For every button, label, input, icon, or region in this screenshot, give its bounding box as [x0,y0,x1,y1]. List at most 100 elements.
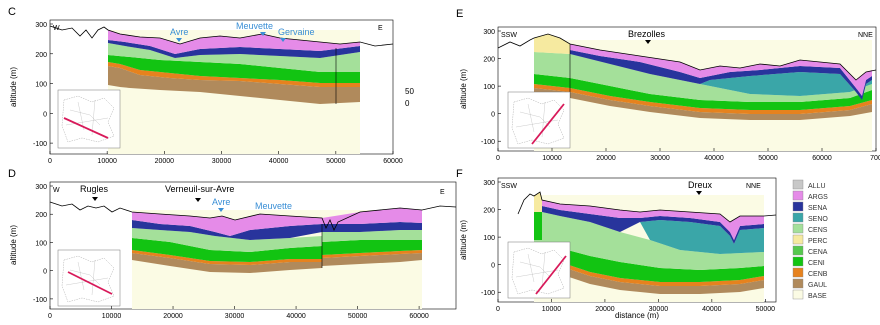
y-axis-label: altitude (m) [459,69,468,109]
river-label: Avre [212,197,230,207]
legend-swatch [792,201,804,212]
direction-right: NNE [746,183,761,190]
location-inset [57,89,121,149]
layer-sena [542,206,764,244]
river-markers: Avre Meuvette Gervaine [170,21,315,42]
inset-outline [61,95,115,143]
layer-sena [108,40,360,58]
axes-c: 300 200 100 0 -100 0 10000 20000 30000 40000 50000… [33,22,403,165]
layer-cens [132,228,422,252]
river-label: Gervaine [278,27,315,37]
section-layers [132,208,422,309]
town-triangle [696,191,702,195]
x-tick-label: 30000 [650,155,670,162]
legend-swatch [792,179,804,190]
y-tick-label: 100 [483,84,495,91]
x-tick-label: 40000 [704,155,724,162]
town-label: Brezolles [628,29,666,39]
inset-rivers [515,251,559,288]
topographic-profile [49,201,457,231]
y-tick-label: 300 [35,184,47,191]
y-tick-label: -100 [481,139,495,146]
x-tick-label: 20000 [163,313,183,320]
section-trace [535,255,567,295]
inset-map [507,91,571,149]
y-tick-label: 200 [35,52,47,59]
y-tick-label: 300 [483,29,495,36]
river-triangle [280,38,286,42]
x-tick-label: 50000 [758,155,778,162]
x-tick-label: 50000 [326,158,346,165]
location-inset [507,91,571,149]
layer-ceni [534,244,764,282]
section-layers [534,192,764,302]
layer-args [542,200,764,240]
x-tick-label: 10000 [542,306,562,313]
town-triangle [645,40,651,44]
x-tick-label: 40000 [286,313,306,320]
x-tick-label: 0 [48,313,52,320]
section-layers [534,34,872,151]
river-triangle [176,38,182,42]
location-inset [507,241,571,299]
town-label: Verneuil-sur-Avre [165,184,234,194]
panel-letter: C [8,6,16,18]
inset-outline [511,247,565,295]
direction-left: SSW [501,32,517,39]
inset-outline [61,255,115,303]
topographic-profile [497,33,877,81]
direction-left: W [53,25,60,32]
inset-outline [511,97,565,145]
axes-f: 300 200 100 0 -100 0 10000 20000 30000 40000 50000 [481,180,775,313]
town-triangle [92,197,98,201]
x-tick-label: 60000 [409,313,429,320]
layer-ceni [534,74,872,110]
panel-letter: E [456,8,463,20]
direction-left: SSW [501,183,517,190]
inset-rivers [65,259,109,296]
layer-gaul [108,66,360,104]
y-tick-label: 0 [491,112,495,119]
x-tick-label: 30000 [212,158,232,165]
town-markers: Rugles Verneuil-sur-Avre [80,184,234,202]
legend-label: SENA [808,205,827,212]
layer-sena [570,50,872,100]
inset-rivers [515,101,559,138]
section-trace [63,117,109,139]
section-trace [531,103,565,145]
axes-d: 300 200 100 0 -100 0 10000 20000 30000 40000 50000… [33,184,429,320]
x-tick-label: 0 [48,158,52,165]
layer-gaul [534,262,764,294]
river-label: Avre [170,27,188,37]
direction-right: NNE [858,32,873,39]
layer-gaul [132,253,422,273]
location-inset [57,249,121,307]
x-tick-label: 10000 [542,155,562,162]
inset-rivers [65,99,109,136]
layer-cenb [108,62,360,87]
direction-right: E [440,189,445,196]
layer-cenb [132,250,422,265]
layer-ceni [108,55,360,83]
x-tick-label: 0 [496,306,500,313]
layer-cens [534,212,764,270]
legend-label: CENB [808,271,828,278]
y-tick-label: 300 [483,180,495,187]
x-tick-label: 60000 [812,155,832,162]
river-label: Meuvette [236,21,273,31]
layer-cens [108,43,360,72]
x-tick-label: 50000 [756,306,776,313]
x-tick-label: 20000 [155,158,175,165]
x-tick-label: 20000 [595,306,615,313]
legend-label: ARGS [808,194,828,201]
layer-args [132,208,422,236]
y-tick-label: 0 [43,111,47,118]
town-label: Rugles [80,184,109,194]
town-markers: Brezolles [628,29,666,44]
layer-seno [700,72,872,100]
axes-e: 300 200 100 0 -100 0 10000 20000 30000 40000 50000… [481,29,880,162]
town-markers: Dreux [688,180,713,195]
legend-swatch [792,278,804,289]
